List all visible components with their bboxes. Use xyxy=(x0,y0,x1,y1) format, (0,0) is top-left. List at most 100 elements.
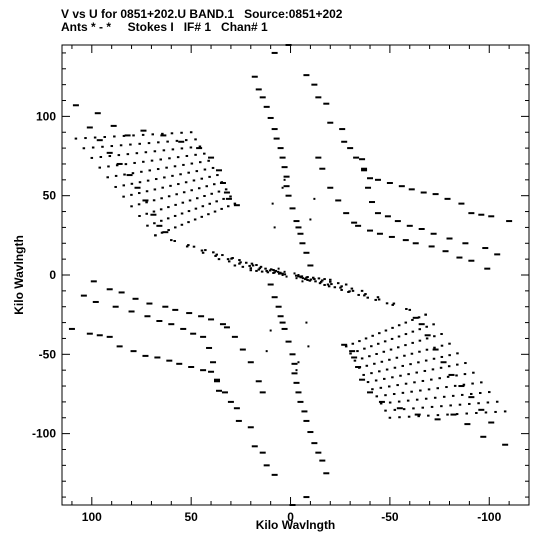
uv-point xyxy=(401,391,405,394)
uv-point xyxy=(364,337,368,340)
uv-point xyxy=(285,194,292,197)
uv-point xyxy=(378,332,381,335)
uv-point xyxy=(463,373,467,376)
uv-point xyxy=(374,379,378,382)
uv-point xyxy=(494,253,501,256)
uv-point xyxy=(283,270,286,273)
uv-point xyxy=(468,212,475,215)
uv-point xyxy=(194,153,197,156)
uv-point xyxy=(153,150,157,153)
uv-point xyxy=(187,221,190,224)
uv-point xyxy=(90,156,94,159)
uv-point xyxy=(92,300,99,303)
uv-point xyxy=(94,112,101,115)
uv-point xyxy=(215,169,222,172)
uv-point xyxy=(182,163,185,166)
uv-point xyxy=(440,405,443,408)
uv-point xyxy=(273,226,276,229)
uv-point xyxy=(169,184,172,187)
uv-point xyxy=(198,161,202,164)
uv-point xyxy=(453,384,457,387)
uv-point xyxy=(451,394,455,397)
uv-point xyxy=(370,345,373,348)
uv-point xyxy=(502,443,509,446)
uv-point xyxy=(186,312,193,315)
uv-point xyxy=(276,270,280,273)
uv-point xyxy=(374,298,377,301)
uv-point xyxy=(388,416,392,419)
uv-point xyxy=(355,224,362,227)
uv-point xyxy=(251,445,258,448)
y-tick-label: 0 xyxy=(49,268,56,282)
uv-point xyxy=(238,262,241,265)
uv-point xyxy=(478,392,482,395)
uv-point xyxy=(314,280,317,283)
uv-point xyxy=(117,154,121,157)
uv-point xyxy=(230,257,233,260)
uv-point xyxy=(238,259,241,262)
uv-point xyxy=(258,267,262,270)
uv-point xyxy=(251,75,258,78)
uv-point xyxy=(161,186,164,189)
uv-point xyxy=(418,328,422,331)
uv-point xyxy=(361,167,368,170)
uv-point xyxy=(259,391,266,394)
uv-point xyxy=(131,172,135,175)
uv-point xyxy=(472,371,475,374)
uv-point xyxy=(407,415,411,418)
uv-point xyxy=(122,195,125,198)
uv-point xyxy=(137,192,141,195)
uv-point xyxy=(329,280,332,283)
uv-point xyxy=(173,165,177,168)
uv-point xyxy=(424,334,431,337)
uv-point xyxy=(442,250,449,253)
uv-point xyxy=(146,302,153,305)
uv-point xyxy=(122,134,126,137)
uv-point xyxy=(233,204,240,207)
uv-point xyxy=(180,147,184,150)
uv-point xyxy=(91,146,95,149)
uv-point xyxy=(166,140,169,143)
uv-point xyxy=(214,378,221,381)
data-points xyxy=(68,44,513,506)
uv-point xyxy=(323,102,330,105)
uv-point xyxy=(273,137,280,140)
x-tick-label: -50 xyxy=(381,510,399,524)
uv-point xyxy=(219,323,226,326)
uv-point xyxy=(415,371,418,374)
uv-point xyxy=(283,178,286,181)
uv-point xyxy=(407,373,410,376)
uv-point xyxy=(170,239,173,242)
uv-point xyxy=(201,205,205,208)
uv-point xyxy=(153,222,156,225)
uv-point xyxy=(425,337,429,340)
uv-point xyxy=(181,201,185,204)
uv-point xyxy=(175,193,178,196)
uv-point xyxy=(162,149,166,152)
uv-point xyxy=(421,379,425,382)
x-tick-label: -100 xyxy=(477,510,501,524)
uv-point xyxy=(126,174,133,177)
uv-point xyxy=(106,288,113,291)
uv-point xyxy=(477,402,480,405)
uv-point xyxy=(130,350,137,353)
uv-point xyxy=(307,264,314,267)
uv-point xyxy=(299,275,302,278)
uv-point xyxy=(396,407,403,410)
uv-point xyxy=(303,74,310,77)
uv-point xyxy=(326,283,330,286)
uv-point xyxy=(239,261,242,264)
uv-point xyxy=(235,419,242,422)
uv-point xyxy=(154,234,157,237)
uv-point xyxy=(192,245,196,248)
uv-point xyxy=(160,231,164,234)
uv-point xyxy=(255,264,258,267)
uv-point xyxy=(233,202,237,205)
uv-point xyxy=(221,254,224,257)
uv-point xyxy=(279,272,282,275)
uv-point xyxy=(340,288,343,291)
uv-point xyxy=(277,315,284,318)
uv-point xyxy=(478,408,485,411)
uv-point xyxy=(153,188,157,191)
